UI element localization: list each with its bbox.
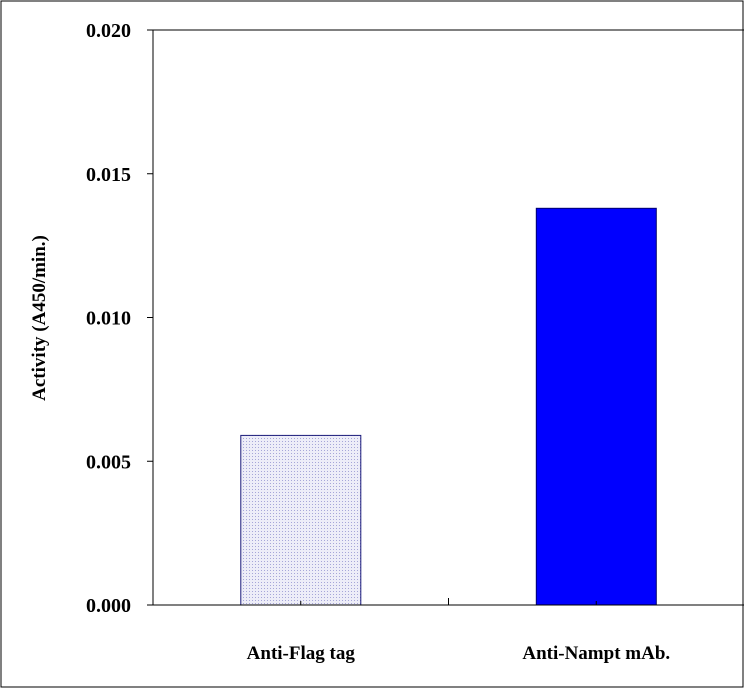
x-category-label-0: Anti-Flag tag xyxy=(247,643,356,664)
y-tick-label-4: 0.020 xyxy=(86,20,131,42)
y-tick-label-0: 0.000 xyxy=(86,595,131,617)
plot-area: 0.000 0.005 0.010 0.015 0.020 Anti-Flag tag An… xyxy=(86,20,744,664)
y-tick-label-1: 0.005 xyxy=(86,451,131,473)
y-tick-label-3: 0.015 xyxy=(86,164,131,186)
x-category-label-1: Anti-Nampt mAb. xyxy=(522,643,670,664)
y-tick-label-2: 0.010 xyxy=(86,308,131,330)
bar-0 xyxy=(240,434,362,606)
y-axis-title: Activity (A450/min.) xyxy=(29,235,50,401)
bar-1 xyxy=(535,207,657,606)
